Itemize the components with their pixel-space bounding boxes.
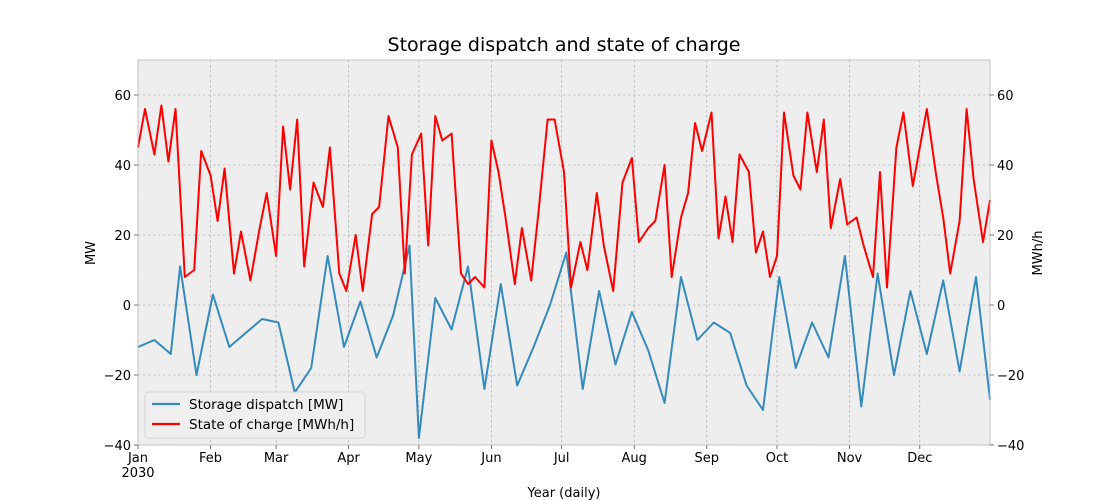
y-tick-label-right: 0 xyxy=(997,299,1005,314)
chart-title: Storage dispatch and state of charge xyxy=(388,34,741,56)
y-axis-label-right: MWh/h xyxy=(1031,231,1046,276)
x-tick-label: May xyxy=(405,451,432,466)
y-tick-label: 40 xyxy=(114,159,131,174)
legend-label-soc: State of charge [MWh/h] xyxy=(189,417,354,433)
y-tick-label: −40 xyxy=(104,439,131,454)
x-tick-label: Nov xyxy=(837,451,863,466)
y-tick-label-right: 20 xyxy=(997,229,1014,244)
x-tick-sublabel: 2030 xyxy=(121,466,154,481)
y-tick-label-right: 40 xyxy=(997,159,1014,174)
x-tick-label: Dec xyxy=(907,451,932,466)
x-tick-label: Jul xyxy=(553,451,570,466)
legend: Storage dispatch [MW] State of charge [M… xyxy=(144,391,366,439)
x-tick-label: Feb xyxy=(199,451,222,466)
y-tick-label: 20 xyxy=(114,229,131,244)
series-line-dispatch xyxy=(137,244,991,439)
y-tick-label: −20 xyxy=(104,369,131,384)
legend-box xyxy=(144,391,366,439)
x-tick-label: Aug xyxy=(622,451,647,466)
legend-label-dispatch: Storage dispatch [MW] xyxy=(189,397,343,413)
x-tick-label: Apr xyxy=(337,451,360,466)
y-tick-label: 0 xyxy=(123,299,131,314)
y-tick-label-right: −20 xyxy=(997,369,1024,384)
y-axis-label: MW xyxy=(84,241,99,265)
series-layer xyxy=(137,104,991,439)
y-tick-label-right: 60 xyxy=(997,89,1014,104)
x-tick-label: Oct xyxy=(766,451,788,466)
x-axis-label: Year (daily) xyxy=(527,486,601,500)
y-tick-label: 60 xyxy=(114,89,131,104)
x-tick-label: Jun xyxy=(480,451,501,466)
x-tick-label: Sep xyxy=(695,451,720,466)
x-tick-label: Jan xyxy=(127,451,148,466)
grid xyxy=(137,60,990,446)
plot-area xyxy=(138,60,990,445)
x-tick-label: Mar xyxy=(264,451,289,466)
y-tick-label-right: −40 xyxy=(997,439,1024,454)
series-line-soc xyxy=(137,104,991,292)
plot-frame xyxy=(137,59,991,446)
